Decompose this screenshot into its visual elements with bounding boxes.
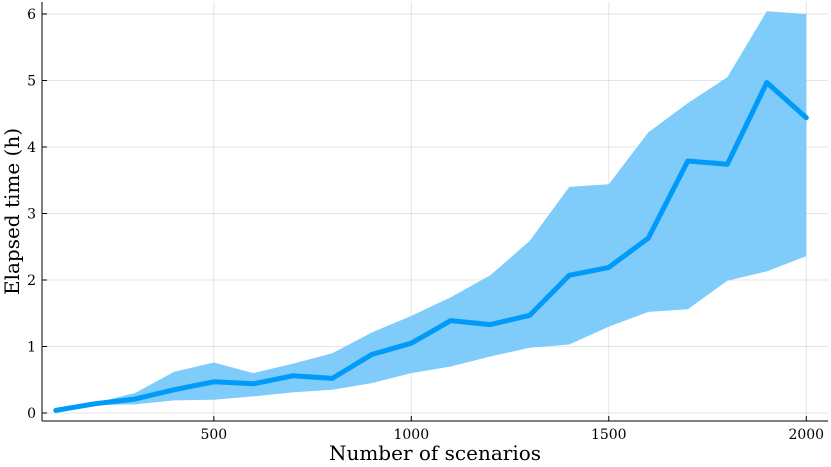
y-tick-label: 5 <box>27 73 36 89</box>
y-tick-label: 3 <box>27 206 36 222</box>
y-tick-label: 4 <box>27 140 36 156</box>
y-tick-label: 2 <box>27 273 36 289</box>
y-tick-label: 6 <box>27 7 36 23</box>
x-tick-label: 1500 <box>591 427 627 443</box>
y-tick-label: 0 <box>27 406 36 422</box>
x-tick-label: 500 <box>200 427 227 443</box>
y-axis-ticks: 0 1 2 3 4 5 6 <box>27 7 47 422</box>
confidence-band <box>55 11 807 411</box>
y-tick-label: 1 <box>27 340 36 356</box>
x-axis-label: Number of scenarios <box>329 441 541 465</box>
y-axis-label: Elapsed time (h) <box>0 128 24 295</box>
x-axis-ticks: 500 1000 1500 2000 <box>200 416 824 443</box>
x-tick-label: 1000 <box>393 427 429 443</box>
mean-line <box>53 80 809 413</box>
x-tick-label: 2000 <box>788 427 824 443</box>
